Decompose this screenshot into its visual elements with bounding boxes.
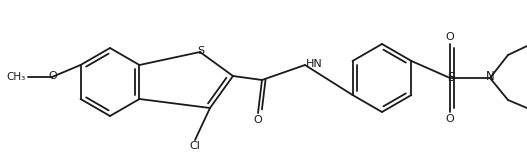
Text: O: O xyxy=(253,115,262,125)
Text: S: S xyxy=(447,71,454,84)
Text: O: O xyxy=(446,32,454,42)
Text: CH₃: CH₃ xyxy=(7,72,26,82)
Text: O: O xyxy=(446,114,454,124)
Text: Cl: Cl xyxy=(190,141,200,151)
Text: S: S xyxy=(198,46,204,56)
Text: O: O xyxy=(48,71,57,81)
Text: N: N xyxy=(486,71,495,83)
Text: HN: HN xyxy=(306,59,323,69)
